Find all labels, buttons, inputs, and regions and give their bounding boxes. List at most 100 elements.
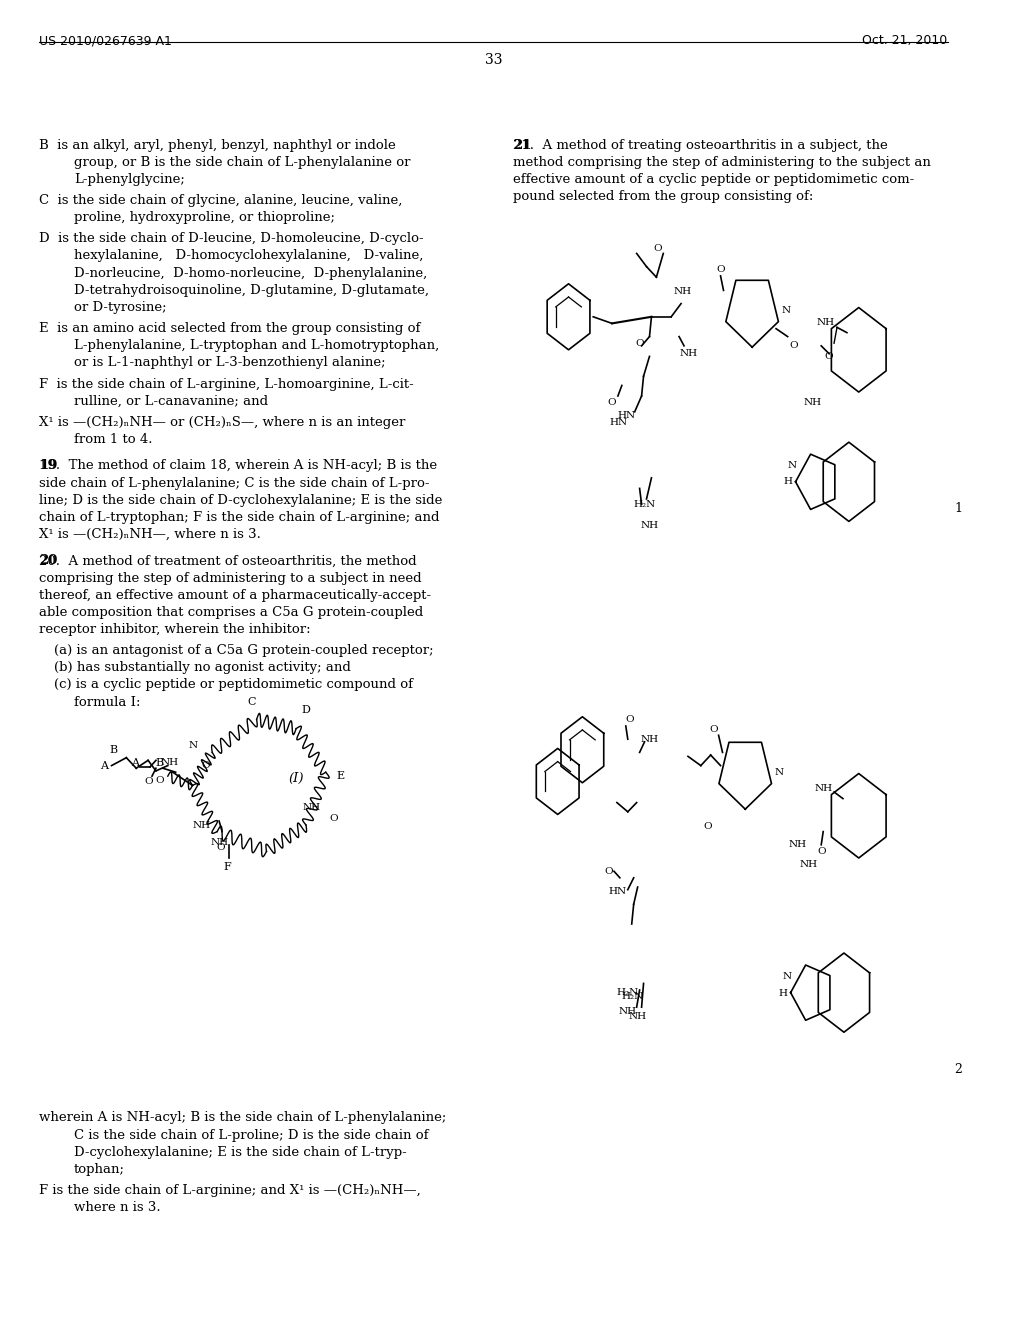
Text: or D-tyrosine;: or D-tyrosine; [74,301,167,314]
Text: pound selected from the group consisting of:: pound selected from the group consisting… [513,190,814,203]
Text: A: A [99,760,108,771]
Text: 21.  A method of treating osteoarthritis in a subject, the: 21. A method of treating osteoarthritis … [513,139,888,152]
Text: wherein A is NH-acyl; B is the side chain of L-phenylalanine;: wherein A is NH-acyl; B is the side chai… [40,1111,446,1125]
Text: E: E [337,771,345,781]
Text: able composition that comprises a C5a G protein-coupled: able composition that comprises a C5a G … [40,606,424,619]
Text: rulline, or L-canavanine; and: rulline, or L-canavanine; and [74,395,268,408]
Text: F is the side chain of L-arginine; and X¹ is —(CH₂)ₙNH—,: F is the side chain of L-arginine; and X… [40,1184,421,1197]
Text: E  is an amino acid selected from the group consisting of: E is an amino acid selected from the gro… [40,322,421,335]
Text: F: F [223,862,230,873]
Text: 2: 2 [954,1063,963,1076]
Text: O: O [607,399,616,407]
Text: NH: NH [193,821,210,829]
Text: L-phenylalanine, L-tryptophan and L-homotryptophan,: L-phenylalanine, L-tryptophan and L-homo… [74,339,439,352]
Text: O: O [156,776,164,784]
Text: method comprising the step of administering to the subject an: method comprising the step of administer… [513,156,931,169]
Text: N: N [782,973,792,981]
Text: N: N [781,306,791,314]
Text: C: C [248,697,256,708]
Text: D-norleucine,  D-homo-norleucine,  D-phenylalanine,: D-norleucine, D-homo-norleucine, D-pheny… [74,267,427,280]
Text: comprising the step of administering to a subject in need: comprising the step of administering to … [40,572,422,585]
Text: receptor inhibitor, wherein the inhibitor:: receptor inhibitor, wherein the inhibito… [40,623,311,636]
Text: B: B [110,744,118,755]
Text: line; D is the side chain of D-cyclohexylalanine; E is the side: line; D is the side chain of D-cyclohexy… [40,494,442,507]
Text: NH: NH [788,841,807,849]
Text: O: O [635,339,644,347]
Text: NH: NH [618,1007,637,1015]
Text: O: O [703,822,712,830]
Text: H₂N: H₂N [616,989,639,997]
Text: O: O [605,867,613,875]
Text: (c) is a cyclic peptide or peptidomimetic compound of: (c) is a cyclic peptide or peptidomimeti… [54,678,414,692]
Text: thereof, an effective amount of a pharmaceutically-accept-: thereof, an effective amount of a pharma… [40,589,431,602]
Text: 19: 19 [40,459,58,473]
Text: O: O [710,726,718,734]
Text: C is the side chain of L-proline; D is the side chain of: C is the side chain of L-proline; D is t… [74,1129,428,1142]
Text: NH: NH [161,759,179,767]
Text: NH: NH [680,350,698,358]
Text: hexylalanine,   D-homocyclohexylalanine,   D-valine,: hexylalanine, D-homocyclohexylalanine, D… [74,249,423,263]
Text: HN: HN [610,418,628,426]
Text: 21: 21 [513,139,531,152]
Text: O: O [217,843,225,851]
Text: HN: HN [617,412,636,420]
Text: O: O [330,814,338,822]
Text: (a) is an antagonist of a C5a G protein-coupled receptor;: (a) is an antagonist of a C5a G protein-… [54,644,434,657]
Text: NH: NH [674,288,692,296]
Text: or is L-1-naphthyl or L-3-benzothienyl alanine;: or is L-1-naphthyl or L-3-benzothienyl a… [74,356,386,370]
Text: O: O [653,244,662,252]
Text: proline, hydroxyproline, or thioproline;: proline, hydroxyproline, or thioproline; [74,211,335,224]
Text: X¹ is —(CH₂)ₙNH— or (CH₂)ₙS—, where n is an integer: X¹ is —(CH₂)ₙNH— or (CH₂)ₙS—, where n is… [40,416,406,429]
Text: 19.  The method of claim 18, wherein A is NH-acyl; B is the: 19. The method of claim 18, wherein A is… [40,459,437,473]
Text: X¹ is —(CH₂)ₙNH—, where n is 3.: X¹ is —(CH₂)ₙNH—, where n is 3. [40,528,261,541]
Text: effective amount of a cyclic peptide or peptidomimetic com-: effective amount of a cyclic peptide or … [513,173,914,186]
Text: C  is the side chain of glycine, alanine, leucine, valine,: C is the side chain of glycine, alanine,… [40,194,402,207]
Text: N: N [774,768,783,776]
Text: NH: NH [640,521,658,529]
Text: group, or B is the side chain of L-phenylalanine or: group, or B is the side chain of L-pheny… [74,156,411,169]
Text: 20: 20 [40,554,58,568]
Text: 33: 33 [484,53,503,67]
Text: H₂N: H₂N [634,500,655,508]
Text: NH: NH [303,804,321,812]
Text: NH: NH [210,838,228,846]
Text: B: B [156,758,164,768]
Text: D-cyclohexylalanine; E is the side chain of L-tryp-: D-cyclohexylalanine; E is the side chain… [74,1146,407,1159]
Text: 20.  A method of treatment of osteoarthritis, the method: 20. A method of treatment of osteoarthri… [40,554,417,568]
Text: 1: 1 [954,502,963,515]
Text: O: O [790,342,798,350]
Text: H: H [778,990,787,998]
Text: H: H [783,478,793,486]
Text: NH: NH [816,318,835,326]
Text: N: N [188,742,198,750]
Text: (I): (I) [289,772,304,785]
Text: NH: NH [629,1012,647,1020]
Text: L-phenylglycine;: L-phenylglycine; [74,173,185,186]
Text: side chain of L-phenylalanine; C is the side chain of L-pro-: side chain of L-phenylalanine; C is the … [40,477,430,490]
Text: N: N [787,462,797,470]
Text: O: O [716,265,725,273]
Text: NH: NH [640,735,658,743]
Text: O: O [817,847,825,855]
Text: H₂N: H₂N [622,993,644,1001]
Text: D  is the side chain of D-leucine, D-homoleucine, D-cyclo-: D is the side chain of D-leucine, D-homo… [40,232,424,246]
Text: from 1 to 4.: from 1 to 4. [74,433,153,446]
Text: O: O [201,762,210,770]
Text: NH: NH [814,784,833,792]
Text: formula I:: formula I: [74,696,140,709]
Text: (b) has substantially no agonist activity; and: (b) has substantially no agonist activit… [54,661,351,675]
Text: US 2010/0267639 A1: US 2010/0267639 A1 [40,34,172,48]
Text: B  is an alkyl, aryl, phenyl, benzyl, naphthyl or indole: B is an alkyl, aryl, phenyl, benzyl, nap… [40,139,396,152]
Text: A: A [131,758,139,768]
Text: NH: NH [803,399,821,407]
Text: O: O [824,352,834,360]
Text: HN: HN [609,887,627,895]
Text: Oct. 21, 2010: Oct. 21, 2010 [862,34,947,48]
Text: tophan;: tophan; [74,1163,125,1176]
Text: D-tetrahydroisoquinoline, D-glutamine, D-glutamate,: D-tetrahydroisoquinoline, D-glutamine, D… [74,284,429,297]
Text: where n is 3.: where n is 3. [74,1201,161,1214]
Text: F  is the side chain of L-arginine, L-homoarginine, L-cit-: F is the side chain of L-arginine, L-hom… [40,378,415,391]
Text: D: D [301,705,310,715]
Text: O: O [144,777,154,785]
Text: chain of L-tryptophan; F is the side chain of L-arginine; and: chain of L-tryptophan; F is the side cha… [40,511,440,524]
